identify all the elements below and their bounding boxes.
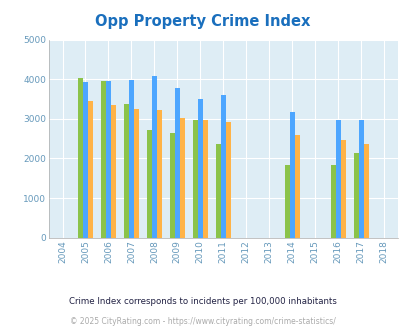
Bar <box>353 153 358 238</box>
Bar <box>175 88 179 238</box>
Bar <box>330 165 335 238</box>
Bar <box>156 111 162 238</box>
Text: © 2025 CityRating.com - https://www.cityrating.com/crime-statistics/: © 2025 CityRating.com - https://www.city… <box>70 317 335 326</box>
Bar <box>88 101 93 238</box>
Bar <box>215 144 220 238</box>
Bar <box>340 140 345 238</box>
Bar <box>169 133 175 238</box>
Bar <box>358 119 363 238</box>
Bar <box>147 130 151 238</box>
Bar <box>179 117 185 238</box>
Bar <box>78 78 83 238</box>
Bar <box>111 105 116 238</box>
Bar <box>192 119 197 238</box>
Bar <box>83 82 88 238</box>
Bar <box>289 112 294 238</box>
Bar <box>134 109 139 238</box>
Bar <box>124 104 128 238</box>
Bar <box>202 120 207 238</box>
Bar <box>294 135 299 238</box>
Bar <box>220 95 225 238</box>
Bar <box>151 76 156 238</box>
Text: Crime Index corresponds to incidents per 100,000 inhabitants: Crime Index corresponds to incidents per… <box>69 297 336 307</box>
Bar <box>106 81 111 238</box>
Bar <box>197 99 202 238</box>
Text: Opp Property Crime Index: Opp Property Crime Index <box>95 14 310 29</box>
Bar <box>335 119 340 238</box>
Bar <box>225 122 230 238</box>
Bar <box>363 144 368 238</box>
Bar <box>100 81 106 238</box>
Bar <box>128 80 134 238</box>
Bar <box>284 165 289 238</box>
